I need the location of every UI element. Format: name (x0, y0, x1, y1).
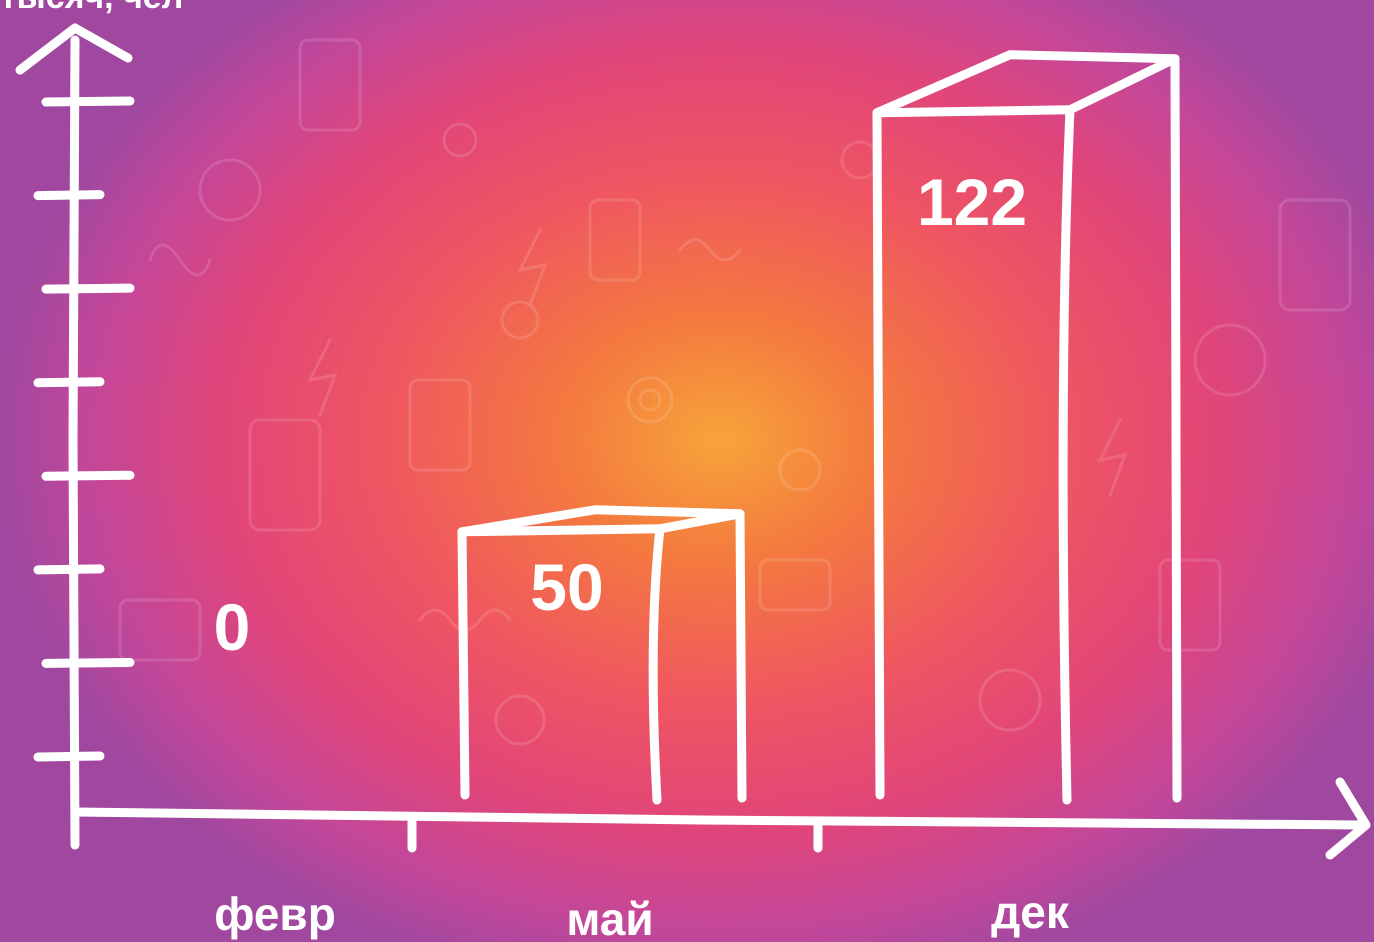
y-tick (41, 96, 135, 107)
value-label: 50 (530, 550, 603, 624)
y-tick (33, 751, 105, 762)
y-tick (41, 470, 135, 481)
y-tick (33, 564, 105, 575)
x-axis-line (70, 807, 1367, 830)
x-tick-label: февр (214, 888, 336, 940)
y-tick (33, 190, 105, 201)
bar (872, 50, 1182, 805)
bar-front-right-edge (648, 524, 665, 805)
bar-top-face (457, 505, 745, 537)
bar-front-right-edge (1058, 105, 1075, 805)
bar-front-left-edge (457, 527, 470, 800)
y-tick (33, 377, 105, 388)
bar-front-top-edge (872, 105, 1075, 118)
x-tick-label: май (566, 893, 653, 942)
x-tick-label: дек (991, 886, 1070, 938)
bar-front-top-edge (457, 524, 665, 537)
bar-top-face (872, 50, 1180, 118)
bar-front-left-edge (872, 108, 885, 800)
y-axis-label: тысяч, чел (0, 0, 183, 17)
y-tick (41, 283, 135, 294)
bar (457, 505, 747, 805)
bar-back-right-edge (1170, 54, 1182, 803)
bar-back-right-edge (735, 509, 747, 803)
y-axis-line (68, 35, 80, 850)
value-label: 0 (214, 590, 251, 664)
value-label: 122 (917, 165, 1027, 239)
x-axis-arrow (1325, 777, 1371, 860)
y-tick (41, 657, 135, 668)
y-axis-arrow (15, 23, 133, 75)
